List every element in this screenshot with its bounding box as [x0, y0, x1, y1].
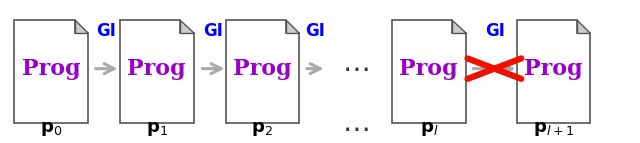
Text: $\mathbf{p}_{2}$: $\mathbf{p}_{2}$: [252, 120, 273, 138]
Polygon shape: [577, 20, 590, 33]
Text: Prog: Prog: [233, 58, 292, 80]
Text: GI: GI: [305, 22, 325, 40]
Polygon shape: [226, 20, 300, 123]
Polygon shape: [75, 20, 88, 33]
Text: $\mathbf{p}_{l+1}$: $\mathbf{p}_{l+1}$: [533, 120, 574, 138]
Text: $\cdots$: $\cdots$: [342, 115, 369, 143]
Text: $\mathbf{p}_{l}$: $\mathbf{p}_{l}$: [420, 120, 438, 138]
Text: $\cdots$: $\cdots$: [342, 55, 369, 83]
Polygon shape: [14, 20, 88, 123]
Text: Prog: Prog: [399, 58, 458, 80]
Polygon shape: [180, 20, 193, 33]
Text: Prog: Prog: [524, 58, 583, 80]
Polygon shape: [452, 20, 466, 33]
Text: Prog: Prog: [22, 58, 81, 80]
Text: GI: GI: [484, 22, 505, 40]
Text: GI: GI: [96, 22, 116, 40]
Polygon shape: [286, 20, 300, 33]
Polygon shape: [392, 20, 466, 123]
Polygon shape: [120, 20, 193, 123]
Polygon shape: [517, 20, 590, 123]
Text: $\mathbf{p}_{1}$: $\mathbf{p}_{1}$: [146, 120, 168, 138]
Text: Prog: Prog: [127, 58, 186, 80]
Text: $\mathbf{p}_{0}$: $\mathbf{p}_{0}$: [40, 120, 62, 138]
Text: GI: GI: [203, 22, 223, 40]
